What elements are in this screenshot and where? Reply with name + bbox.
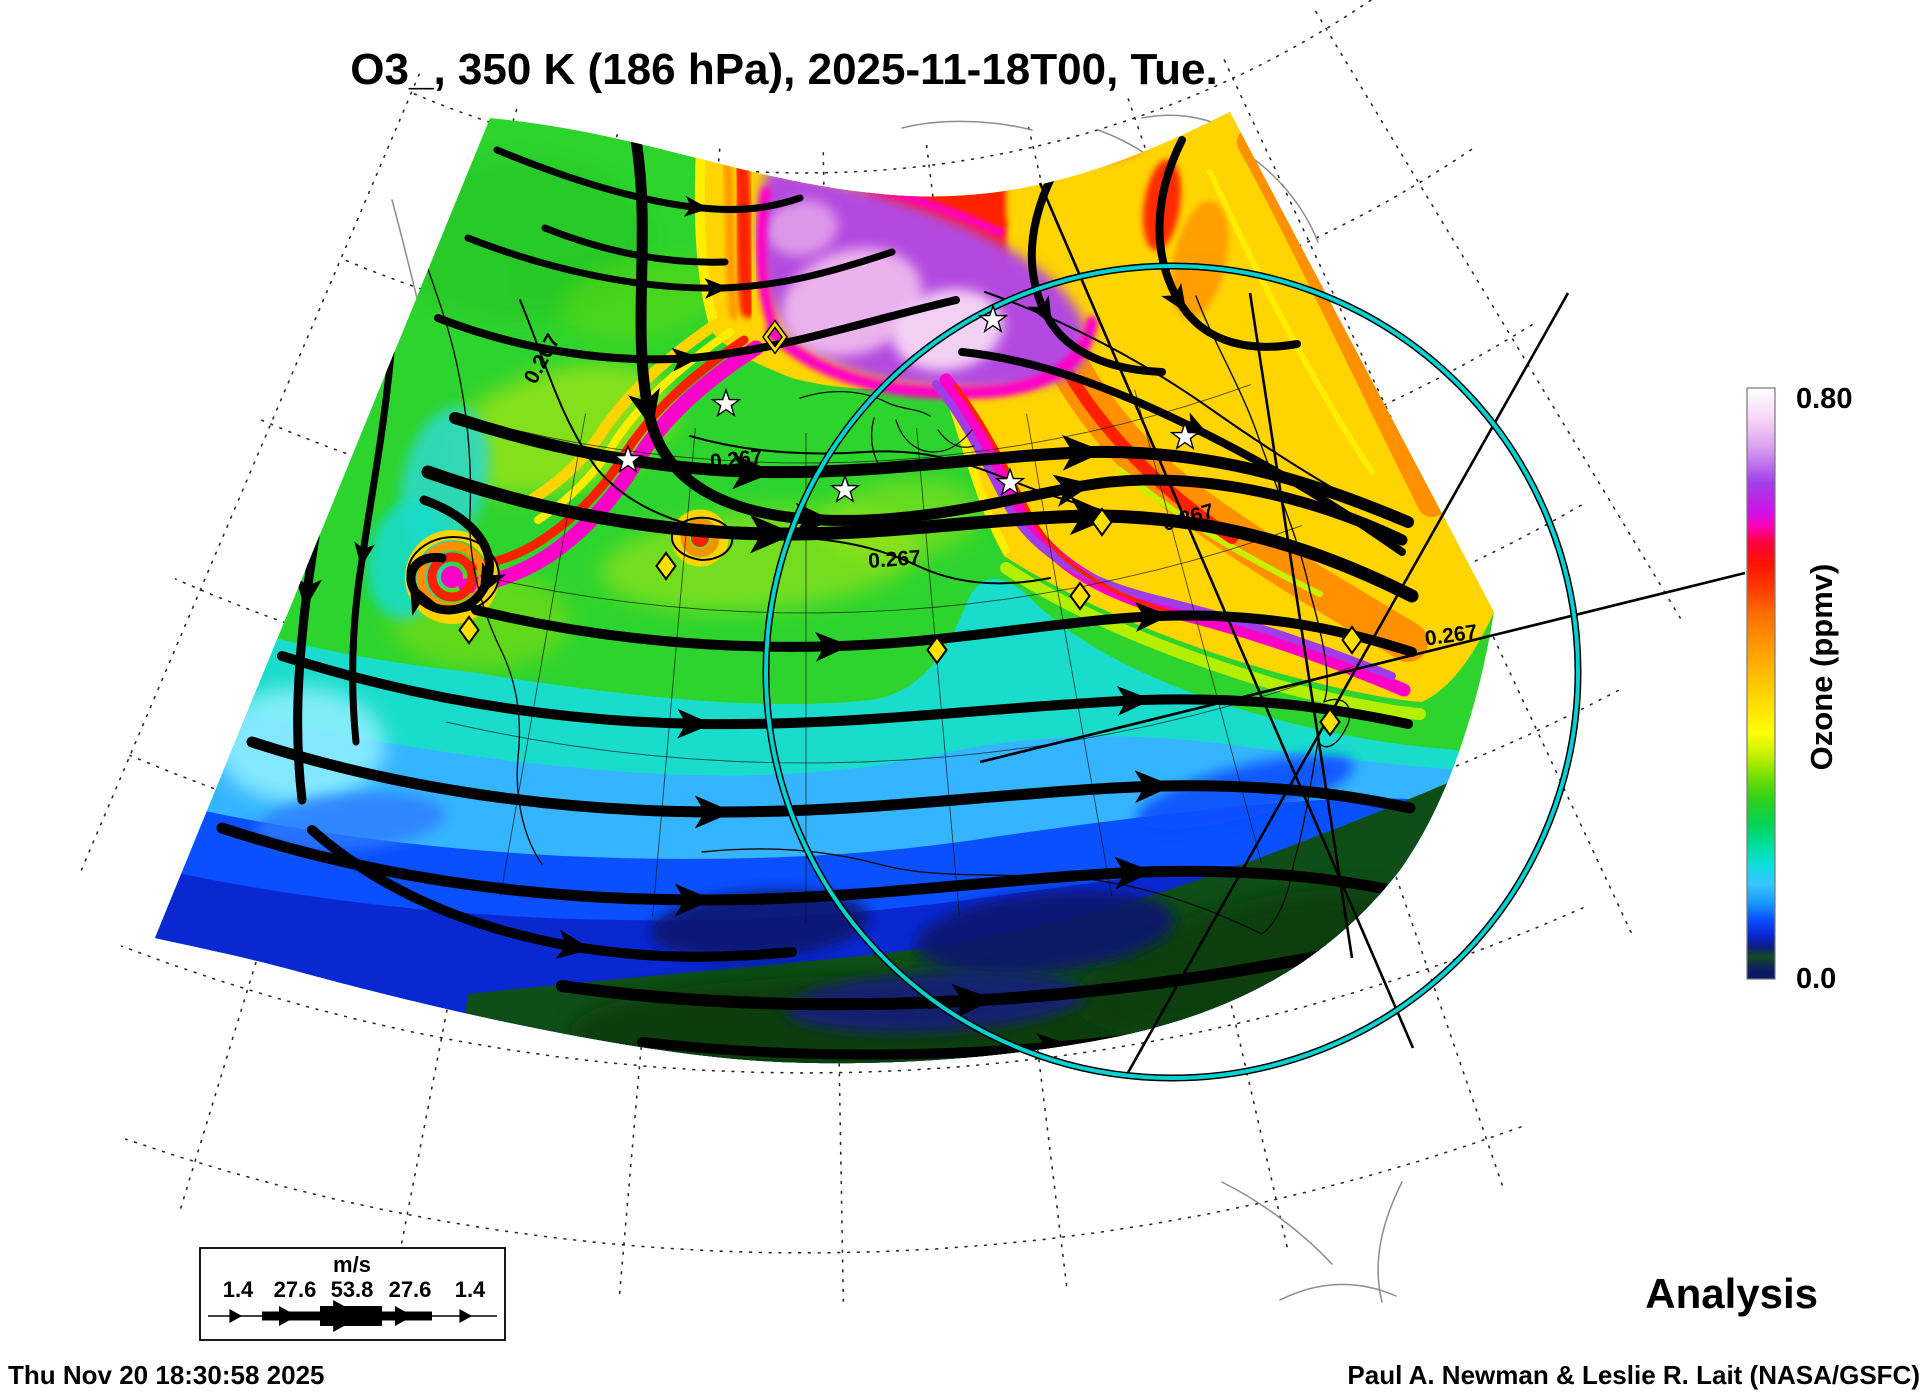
colorbar: 0.80 0.0 Ozone (ppmv) — [1746, 383, 1852, 995]
wind-legend-unit: m/s — [333, 1252, 371, 1277]
station-diamond-marker — [926, 635, 948, 665]
station-star-marker — [612, 443, 644, 474]
wind-legend-value: 27.6 — [274, 1277, 317, 1302]
colorbar-axis-label: Ozone (ppmv) — [1804, 564, 1839, 771]
colorbar-min-label: 0.0 — [1796, 963, 1836, 995]
waypoint-diamond-marker — [763, 321, 787, 353]
wind-legend-arrow — [208, 1300, 497, 1332]
contour-label: 0.267 — [868, 546, 922, 573]
wind-speed-legend: m/s 1.4 27.6 53.8 27.6 1.4 — [199, 1247, 506, 1341]
wind-streamlines — [216, 134, 1419, 1063]
colorbar-gradient — [1746, 387, 1776, 980]
ozone-field — [155, 112, 1494, 1064]
timestamp-label: Thu Nov 20 18:30:58 2025 — [8, 1360, 325, 1390]
wind-legend-box — [199, 1247, 506, 1341]
station-diamond-marker — [1069, 581, 1091, 611]
colorbar-max-label: 0.80 — [1796, 383, 1852, 415]
station-diamond-marker — [655, 551, 677, 581]
wind-legend-value: 1.4 — [223, 1277, 254, 1302]
contour-label: 0.267 — [709, 445, 764, 473]
station-star-marker — [994, 466, 1026, 497]
station-star-marker — [1169, 420, 1201, 451]
station-diamond-marker — [1341, 625, 1363, 655]
analysis-label: Analysis — [1645, 1270, 1818, 1317]
station-star-marker — [710, 387, 742, 418]
station-diamond-marker — [1091, 507, 1113, 537]
station-diamond-marker — [1319, 707, 1341, 737]
wind-legend-value: 27.6 — [389, 1277, 432, 1302]
page-title: O3_, 350 K (186 hPa), 2025-11-18T00, Tue… — [350, 45, 1217, 94]
station-markers — [458, 303, 1363, 737]
wind-legend-value: 53.8 — [331, 1277, 374, 1302]
station-star-marker — [977, 303, 1009, 334]
station-diamond-marker — [458, 615, 480, 645]
range-ring — [762, 262, 1582, 1082]
wind-legend-value: 1.4 — [455, 1277, 486, 1302]
credit-label: Paul A. Newman & Leslie R. Lait (NASA/GS… — [1347, 1360, 1920, 1390]
station-star-marker — [829, 473, 861, 504]
